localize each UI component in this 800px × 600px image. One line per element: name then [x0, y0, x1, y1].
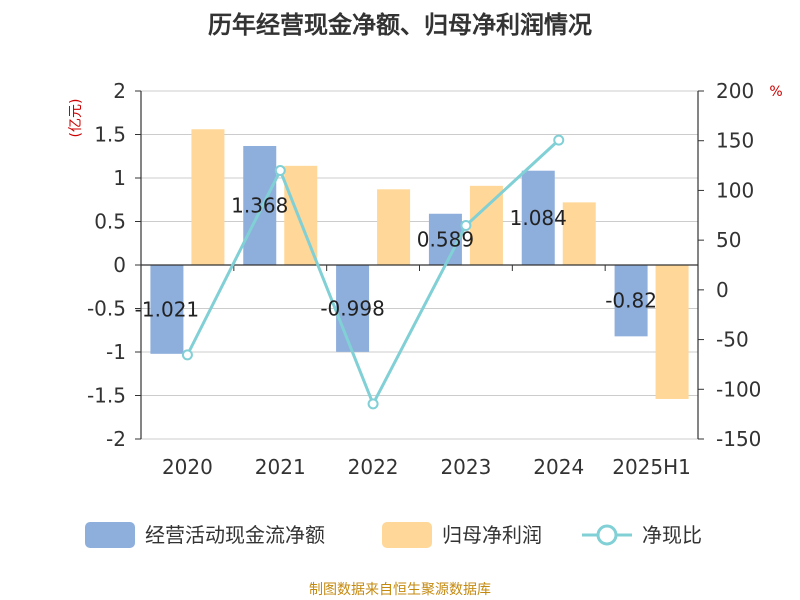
right-tick-label: 200 [716, 79, 754, 103]
left-tick-label: 2 [113, 79, 126, 103]
chart-title: 历年经营现金净额、归母净利润情况 [208, 11, 592, 39]
data-label: 0.589 [417, 227, 474, 251]
right-tick-label: 0 [716, 278, 729, 302]
bar-cashflow [614, 265, 648, 337]
bar-cashflow [336, 265, 370, 352]
bar-netprofit [377, 189, 411, 265]
bar-cashflow [243, 145, 277, 265]
legend-item-netprofit: 归母净利润 [382, 522, 542, 548]
left-tick-label: -2 [106, 427, 126, 451]
left-tick-label: 1 [113, 166, 126, 190]
data-label: -1.021 [135, 297, 199, 321]
legend-label-netprofit: 归母净利润 [442, 523, 542, 547]
bar-cashflow [150, 265, 184, 354]
left-tick-label: -1 [106, 340, 126, 364]
left-tick-label: 0 [113, 253, 126, 277]
right-tick-label: -100 [716, 377, 761, 401]
data-labels: -1.021 1.368 -0.998 0.589 1.084 -0.82 [135, 193, 657, 321]
left-tick-label: 0.5 [94, 210, 126, 234]
data-label: -0.998 [320, 296, 384, 320]
x-tick-label: 2022 [348, 455, 399, 479]
right-tick-label: 50 [716, 228, 741, 252]
legend-label-ratio: 净现比 [642, 523, 702, 547]
legend-swatch-ratio-marker [596, 524, 618, 546]
legend-swatch-netprofit [382, 522, 432, 548]
ratio-point [274, 165, 286, 177]
bar-netprofit [655, 265, 689, 399]
left-axis-unit: (亿元) [68, 99, 84, 138]
data-label: 1.084 [510, 206, 567, 230]
x-tick-label: 2023 [440, 455, 491, 479]
right-tick-label: -150 [716, 427, 761, 451]
legend-item-cashflow: 经营活动现金流净额 [85, 522, 325, 548]
x-tick-label: 2021 [255, 455, 306, 479]
ratio-point [181, 349, 193, 361]
legend-item-ratio: 净现比 [582, 523, 702, 547]
bar-netprofit [562, 202, 596, 265]
left-tick-label: -1.5 [87, 384, 126, 408]
bars [150, 129, 689, 399]
x-tick-label: 2024 [533, 455, 584, 479]
x-tick-label: 2025H1 [612, 455, 691, 479]
data-label: -0.82 [605, 289, 657, 313]
bar-netprofit [469, 185, 503, 265]
right-axis-unit: % [769, 84, 782, 100]
bar-netprofit [191, 129, 225, 265]
left-tick-label: 1.5 [94, 123, 126, 147]
x-tick-label: 2020 [162, 455, 213, 479]
right-tick-label: 100 [716, 178, 754, 202]
data-label: 1.368 [231, 193, 288, 217]
source-note: 制图数据来自恒生聚源数据库 [309, 582, 491, 598]
bar-cashflow [428, 213, 462, 265]
right-tick-label: 150 [716, 129, 754, 153]
left-tick-label: -0.5 [87, 297, 126, 321]
ratio-line [181, 134, 565, 410]
legend-label-cashflow: 经营活动现金流净额 [145, 523, 325, 547]
ratio-point [460, 220, 472, 232]
bar-cashflow [521, 170, 555, 265]
ratio-point [367, 398, 379, 410]
ratio-point [553, 134, 565, 146]
tick-labels: 2 1.5 1 0.5 0 -0.5 -1 -1.5 -2 200 150 100 50 0 -50 -100… [87, 79, 761, 479]
legend-swatch-cashflow [85, 522, 135, 548]
gridlines [141, 90, 698, 440]
legend: 经营活动现金流净额 归母净利润 净现比 [85, 522, 702, 548]
right-tick-label: -50 [716, 328, 749, 352]
ratio-line-path [186, 139, 560, 408]
